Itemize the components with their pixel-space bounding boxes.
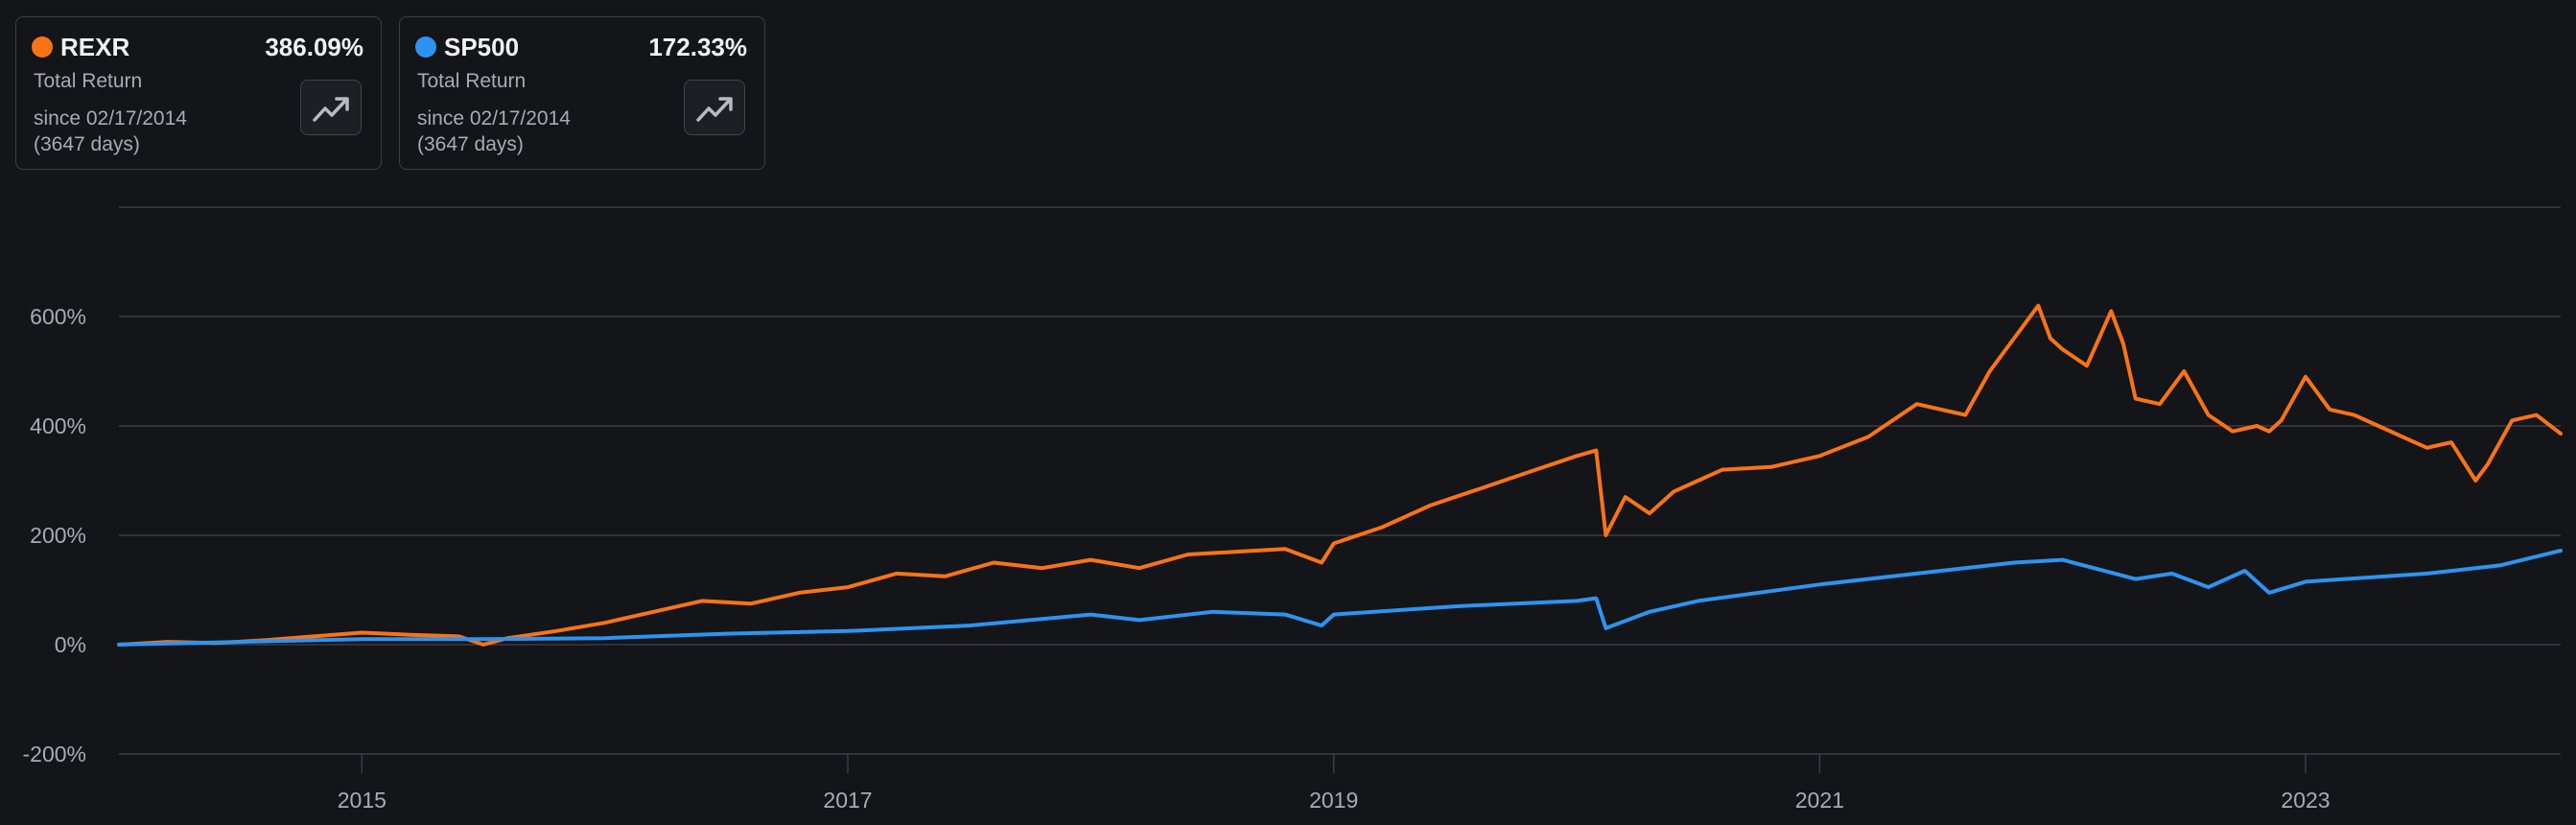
x-tick-label: 2021 (1795, 788, 1844, 813)
series-line-sp500 (117, 549, 2563, 647)
sp500-total-return-value: 172.33% (648, 33, 747, 61)
rexr-since-date: since 02/17/2014 (34, 107, 187, 130)
rexr-legend-dot (32, 36, 53, 58)
x-tick-label: 2023 (2281, 788, 2330, 813)
sp500-summary-card: SP500 172.33% Total Return since 02/17/2… (399, 16, 765, 170)
sp500-legend-dot (415, 36, 436, 58)
rexr-days-count: (3647 days) (34, 133, 140, 155)
y-tick-label: -200% (23, 742, 86, 766)
rexr-ticker: REXR (60, 33, 130, 61)
rexr-return-label: Total Return (34, 70, 143, 92)
sp500-trend-button[interactable] (684, 80, 745, 135)
trending-up-icon (313, 97, 349, 122)
x-tick-label: 2015 (338, 788, 386, 813)
sp500-return-label: Total Return (417, 70, 527, 92)
rexr-since-info: since 02/17/2014 (3647 days) (34, 106, 273, 157)
x-tick-label: 2017 (823, 788, 872, 813)
rexr-total-return-value: 386.09% (265, 33, 363, 61)
rexr-summary-card: REXR 386.09% Total Return since 02/17/20… (15, 16, 382, 170)
sp500-ticker: SP500 (444, 33, 520, 61)
series-line-rexr (117, 303, 2563, 647)
trending-up-icon (696, 97, 733, 122)
sp500-since-date: since 02/17/2014 (417, 107, 571, 130)
y-tick-label: 400% (30, 413, 86, 438)
total-return-line-chart: -200% 0% 200% 400% 600% 2015 2017 2019 2021 2023 (23, 206, 2563, 813)
x-tick-label: 2019 (1309, 788, 1358, 813)
sp500-since-info: since 02/17/2014 (3647 days) (417, 106, 657, 157)
sp500-days-count: (3647 days) (417, 133, 524, 155)
rexr-trend-button[interactable] (300, 80, 362, 135)
y-tick-label: 600% (30, 304, 86, 329)
y-tick-label: 0% (55, 632, 86, 657)
y-tick-label: 200% (30, 523, 86, 548)
